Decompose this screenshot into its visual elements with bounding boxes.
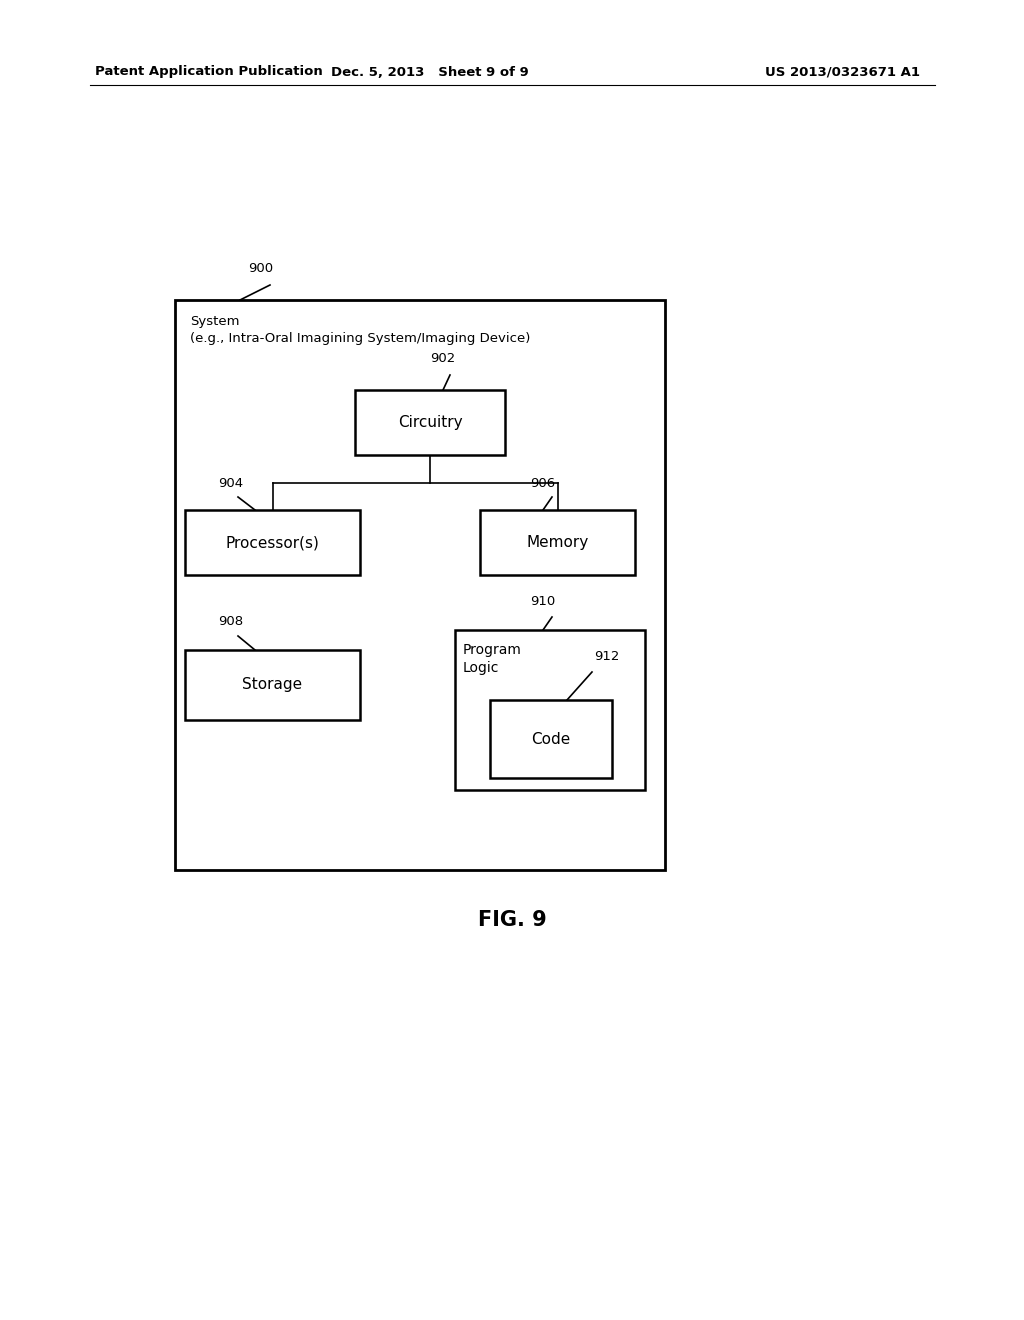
Text: FIG. 9: FIG. 9 <box>477 909 547 931</box>
Text: Memory: Memory <box>526 535 589 550</box>
Text: Storage: Storage <box>243 677 302 693</box>
Bar <box>490 700 612 777</box>
Bar <box>185 510 360 576</box>
Bar <box>185 649 360 719</box>
Bar <box>175 300 665 870</box>
Text: Processor(s): Processor(s) <box>225 535 319 550</box>
Text: 906: 906 <box>530 477 555 490</box>
Text: 908: 908 <box>218 615 243 628</box>
Text: Dec. 5, 2013   Sheet 9 of 9: Dec. 5, 2013 Sheet 9 of 9 <box>331 66 528 78</box>
Text: Code: Code <box>531 731 570 747</box>
Text: 900: 900 <box>248 261 273 275</box>
Bar <box>355 389 505 455</box>
Text: 902: 902 <box>430 352 456 366</box>
Text: Patent Application Publication: Patent Application Publication <box>95 66 323 78</box>
Text: System
(e.g., Intra-Oral Imagining System/Imaging Device): System (e.g., Intra-Oral Imagining Syste… <box>190 315 530 345</box>
Text: Program
Logic: Program Logic <box>463 643 522 676</box>
Bar <box>480 510 635 576</box>
Text: 912: 912 <box>594 649 620 663</box>
Text: US 2013/0323671 A1: US 2013/0323671 A1 <box>765 66 920 78</box>
Text: 910: 910 <box>530 595 555 609</box>
Bar <box>455 630 645 789</box>
Text: Circuitry: Circuitry <box>397 414 462 430</box>
Text: 904: 904 <box>218 477 243 490</box>
